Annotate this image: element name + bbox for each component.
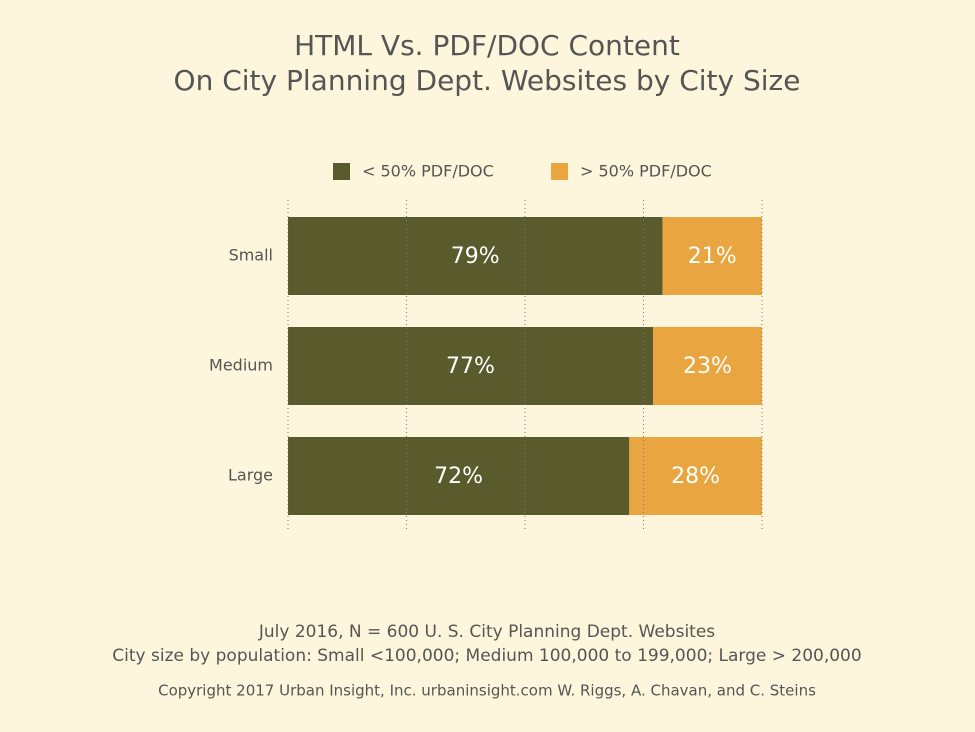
note: July 2016, N = 600 U. S. City Planning D…: [258, 622, 715, 642]
bar: [629, 437, 762, 515]
legend-swatch: [551, 163, 568, 180]
bar: [288, 217, 663, 295]
bar: [288, 437, 630, 515]
legend-label: > 50% PDF/DOC: [580, 162, 712, 181]
data-label: 28%: [671, 464, 720, 489]
legend-label: < 50% PDF/DOC: [362, 162, 494, 181]
bar: [662, 217, 762, 295]
data-label: 23%: [683, 354, 732, 379]
bar: [652, 327, 762, 405]
data-label: 21%: [688, 244, 737, 269]
y-tick-label: Medium: [209, 356, 273, 375]
legend-swatch: [333, 163, 350, 180]
data-label: 79%: [451, 244, 500, 269]
y-tick-label: Large: [228, 466, 273, 485]
data-label: 72%: [434, 464, 483, 489]
y-tick-label: Small: [229, 246, 273, 265]
note: Copyright 2017 Urban Insight, Inc. urban…: [158, 682, 816, 700]
chart-title: On City Planning Dept. Websites by City …: [174, 64, 801, 97]
note: City size by population: Small <100,000;…: [112, 646, 861, 666]
chart-title: HTML Vs. PDF/DOC Content: [294, 29, 680, 62]
bar: [288, 327, 653, 405]
data-label: 77%: [446, 354, 495, 379]
